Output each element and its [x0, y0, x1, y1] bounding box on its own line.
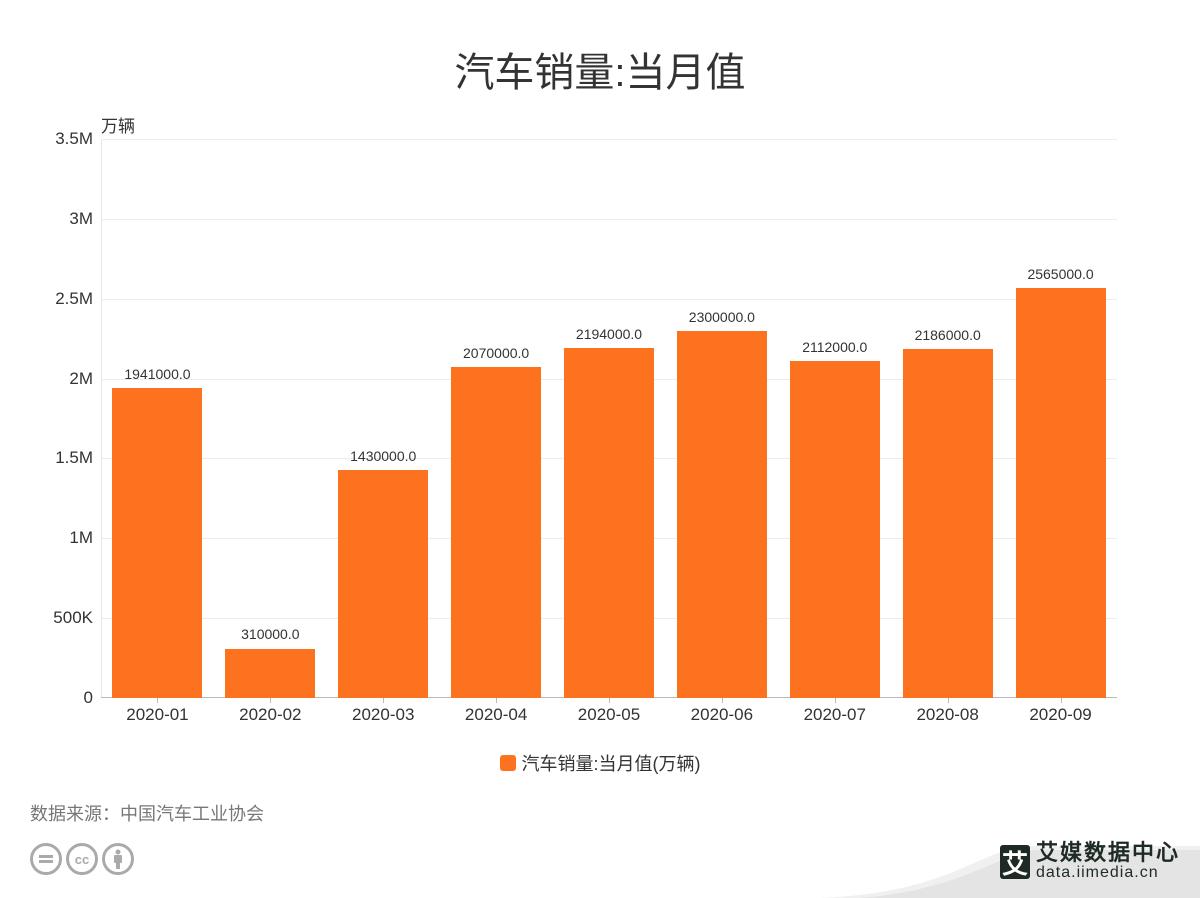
x-tick-label: 2020-05	[577, 705, 641, 724]
brand-logo: 艾 艾媒数据中心 data.iimedia.cn	[999, 840, 1180, 882]
gridline	[101, 218, 1117, 220]
x-tick-label: 2020-03	[352, 705, 415, 724]
bar[interactable]	[902, 348, 993, 698]
x-tick-mark	[270, 698, 272, 703]
plot-area: 0 500K 1M 1.5M 2M 2.5M 3M 3.5M 1941000.0 2020-01 3…	[53, 129, 1117, 724]
x-tick-label: 2020-01	[126, 705, 189, 724]
y-tick-label: 3.5M	[55, 129, 93, 148]
x-tick-mark	[1060, 698, 1062, 703]
bar-value-label: 2300000.0	[688, 308, 755, 325]
bar[interactable]	[451, 367, 542, 698]
y-tick-label: 1M	[69, 528, 93, 548]
bar[interactable]	[112, 388, 203, 698]
x-tick-mark	[834, 698, 836, 703]
x-tick-mark	[383, 698, 385, 703]
gridline	[101, 139, 1117, 140]
y-axis-line	[101, 139, 102, 698]
y-tick-label: 2M	[69, 368, 93, 388]
y-tick-label: 0	[83, 688, 93, 707]
x-tick-mark	[496, 698, 498, 703]
bar[interactable]	[225, 648, 316, 698]
x-tick-label: 2020-06	[690, 705, 754, 724]
gridline	[101, 298, 1117, 300]
y-tick-label: 3M	[69, 208, 93, 228]
y-axis-unit-label: 万辆	[101, 117, 135, 136]
attribution-icon	[102, 843, 134, 875]
chart-title: 汽车销量:当月值	[454, 51, 746, 95]
bar-value-label: 1941000.0	[124, 365, 191, 382]
bar-value-label: 310000.0	[241, 626, 300, 643]
x-tick-label: 2020-07	[803, 705, 866, 724]
data-source: 数据来源：中国汽车工业协会	[30, 804, 264, 824]
bar-value-label: 2194000.0	[575, 325, 643, 342]
y-tick-label: 1.5M	[55, 448, 93, 468]
x-tick-mark	[609, 698, 610, 703]
legend-swatch-icon	[499, 755, 516, 771]
license-icons: cc	[30, 843, 134, 875]
x-tick-label: 2020-09	[1029, 705, 1092, 724]
bar-value-label: 2186000.0	[914, 326, 981, 343]
bar-value-label: 2112000.0	[802, 338, 868, 355]
bar[interactable]	[1015, 288, 1106, 698]
x-tick-mark	[721, 698, 723, 703]
x-tick-mark	[947, 698, 949, 703]
creative-commons-icon: cc	[66, 843, 98, 875]
no-derivatives-icon	[30, 843, 62, 875]
legend[interactable]: 汽车销量:当月值(万辆)	[0, 750, 1200, 776]
bar[interactable]	[564, 347, 654, 698]
bar-value-label: 1430000.0	[350, 447, 417, 464]
x-tick-label: 2020-08	[916, 705, 979, 724]
x-tick-label: 2020-04	[464, 705, 528, 724]
x-tick-mark	[157, 698, 159, 703]
iimedia-logo-icon: 艾	[999, 845, 1030, 879]
bar[interactable]	[789, 360, 880, 698]
x-tick-label: 2020-02	[239, 705, 302, 724]
bar-value-label: 2565000.0	[1027, 266, 1094, 283]
brand-name: 艾媒数据中心	[1035, 840, 1180, 865]
legend-label: 汽车销量:当月值(万辆)	[521, 754, 701, 774]
y-tick-label: 500K	[53, 608, 93, 628]
brand-url: data.iimedia.cn	[1035, 864, 1159, 881]
bar[interactable]	[338, 469, 429, 698]
bar[interactable]	[676, 330, 767, 698]
y-tick-label: 2.5M	[55, 288, 93, 308]
bar-value-label: 2070000.0	[463, 345, 530, 362]
